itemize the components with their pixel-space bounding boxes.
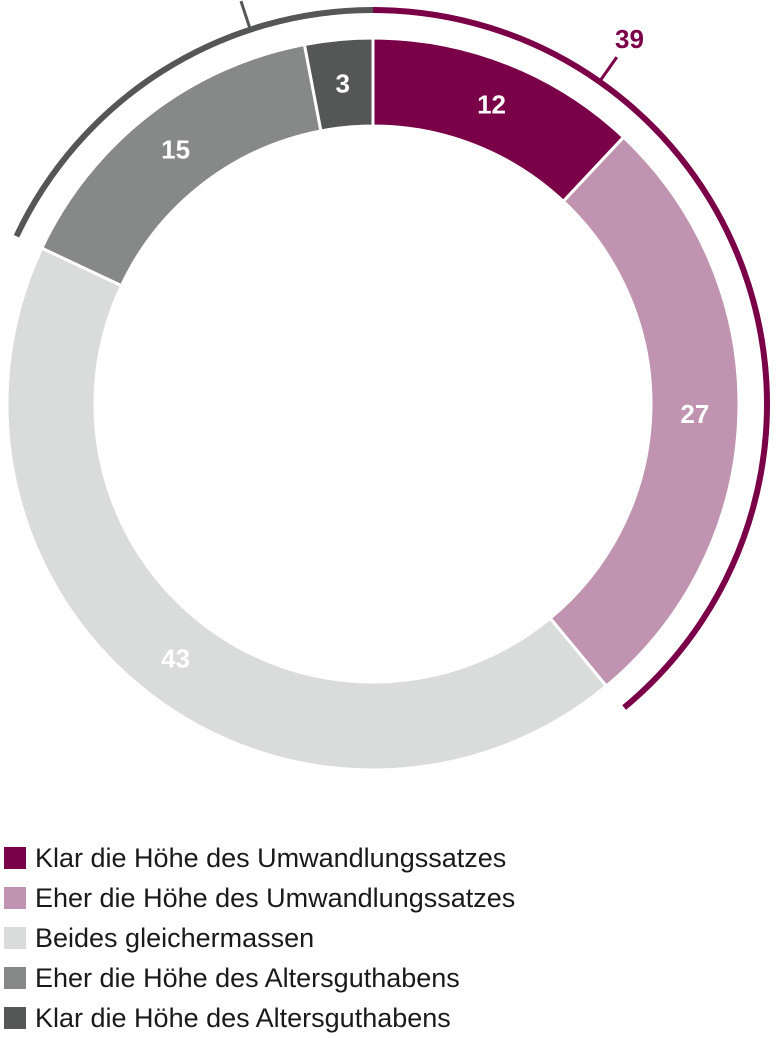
segment-value-label: 15: [161, 135, 190, 165]
segment-eher-die-hohe-des-altersguthabens: [39, 42, 323, 288]
chart-legend: Klar die Höhe des Umwandlungssatzes Eher …: [4, 838, 515, 1038]
segment-value-label: 3: [335, 68, 349, 98]
legend-item: Eher die Höhe des Umwandlungssatzes: [4, 878, 515, 918]
legend-item: Eher die Höhe des Altersguthabens: [4, 958, 515, 998]
legend-label: Eher die Höhe des Altersguthabens: [35, 962, 460, 993]
group-total-arc: [372, 7, 770, 710]
legend-item: Klar die Höhe des Altersguthabens: [4, 998, 515, 1038]
legend-swatch: [4, 927, 26, 949]
legend-label: Eher die Höhe des Umwandlungssatzes: [35, 882, 516, 913]
donut-chart: 12 27 43 15 3 3918: [5, 0, 770, 772]
legend-swatch: [4, 967, 26, 989]
legend-label: Klar die Höhe des Umwandlungssatzes: [35, 842, 507, 873]
group-total-arc: [13, 7, 374, 238]
segment-klar-die-hohe-des-altersguthabens: [302, 36, 375, 133]
legend-item: Klar die Höhe des Umwandlungssatzes: [4, 838, 515, 878]
group-total-label: 39: [615, 24, 644, 54]
legend-swatch: [4, 847, 26, 869]
donut-segments: [5, 36, 741, 772]
segment-value-label: 27: [680, 399, 709, 429]
segment-value-label: 43: [161, 643, 190, 673]
group-total-arcs: 3918: [13, 0, 770, 710]
group-total-leader-line: [598, 56, 619, 83]
segment-beides-gleichermassen: [5, 246, 609, 772]
segment-eher-die-hohe-des-umwandlungssatzes: [548, 135, 741, 689]
segment-labels: 12 27 43 15 3: [161, 68, 709, 673]
legend-label: Klar die Höhe des Altersguthabens: [35, 1002, 451, 1033]
legend-swatch: [4, 1007, 26, 1029]
legend-label: Beides gleichermassen: [35, 922, 315, 953]
group-total-leader-line: [239, 0, 252, 31]
legend-item: Beides gleichermassen: [4, 918, 515, 958]
legend-swatch: [4, 887, 26, 909]
segment-value-label: 12: [477, 90, 506, 120]
